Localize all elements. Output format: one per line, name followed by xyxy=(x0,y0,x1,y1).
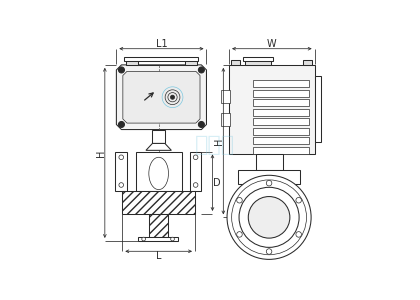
Bar xyxy=(253,128,309,135)
Circle shape xyxy=(171,95,175,99)
Circle shape xyxy=(227,175,311,260)
Circle shape xyxy=(266,249,272,254)
Circle shape xyxy=(237,232,242,237)
Bar xyxy=(229,65,315,154)
Circle shape xyxy=(248,196,290,238)
Text: H: H xyxy=(214,137,224,145)
Circle shape xyxy=(237,197,242,203)
Bar xyxy=(221,113,230,126)
Bar xyxy=(253,118,309,125)
Bar xyxy=(136,152,182,191)
Circle shape xyxy=(198,122,205,128)
Circle shape xyxy=(118,122,124,128)
Bar xyxy=(245,60,271,65)
Text: L1: L1 xyxy=(156,39,167,49)
Bar xyxy=(256,154,283,170)
Bar xyxy=(253,80,309,87)
Text: H: H xyxy=(96,149,106,157)
Circle shape xyxy=(193,183,198,187)
Bar xyxy=(184,60,197,65)
Bar xyxy=(243,57,273,61)
Text: L: L xyxy=(156,251,161,261)
Bar xyxy=(253,147,309,154)
Bar xyxy=(304,60,312,65)
Bar xyxy=(231,60,240,65)
Bar xyxy=(116,152,127,191)
Bar xyxy=(253,99,309,106)
Circle shape xyxy=(171,237,174,241)
Text: D: D xyxy=(213,178,221,188)
Circle shape xyxy=(239,187,299,247)
Polygon shape xyxy=(146,143,171,150)
Bar xyxy=(253,109,309,116)
Circle shape xyxy=(232,180,307,255)
Circle shape xyxy=(119,183,123,187)
Circle shape xyxy=(142,237,145,241)
Circle shape xyxy=(193,155,198,160)
Bar xyxy=(245,184,294,190)
Bar xyxy=(253,90,309,97)
Text: 达流体: 达流体 xyxy=(195,135,235,155)
Bar xyxy=(138,237,178,241)
Text: W: W xyxy=(267,39,277,49)
Circle shape xyxy=(118,67,124,73)
Bar xyxy=(221,90,230,103)
Bar xyxy=(152,130,165,143)
Bar xyxy=(239,170,300,184)
Bar xyxy=(253,137,309,144)
Circle shape xyxy=(119,155,123,160)
Polygon shape xyxy=(116,65,207,130)
Bar xyxy=(126,60,138,65)
Bar xyxy=(315,76,321,142)
Bar xyxy=(149,214,168,237)
Bar xyxy=(190,152,202,191)
Bar xyxy=(124,57,198,61)
Polygon shape xyxy=(123,71,200,123)
Circle shape xyxy=(266,180,272,186)
Circle shape xyxy=(198,67,205,73)
Circle shape xyxy=(296,197,302,203)
Bar xyxy=(122,191,195,214)
Circle shape xyxy=(296,232,302,237)
